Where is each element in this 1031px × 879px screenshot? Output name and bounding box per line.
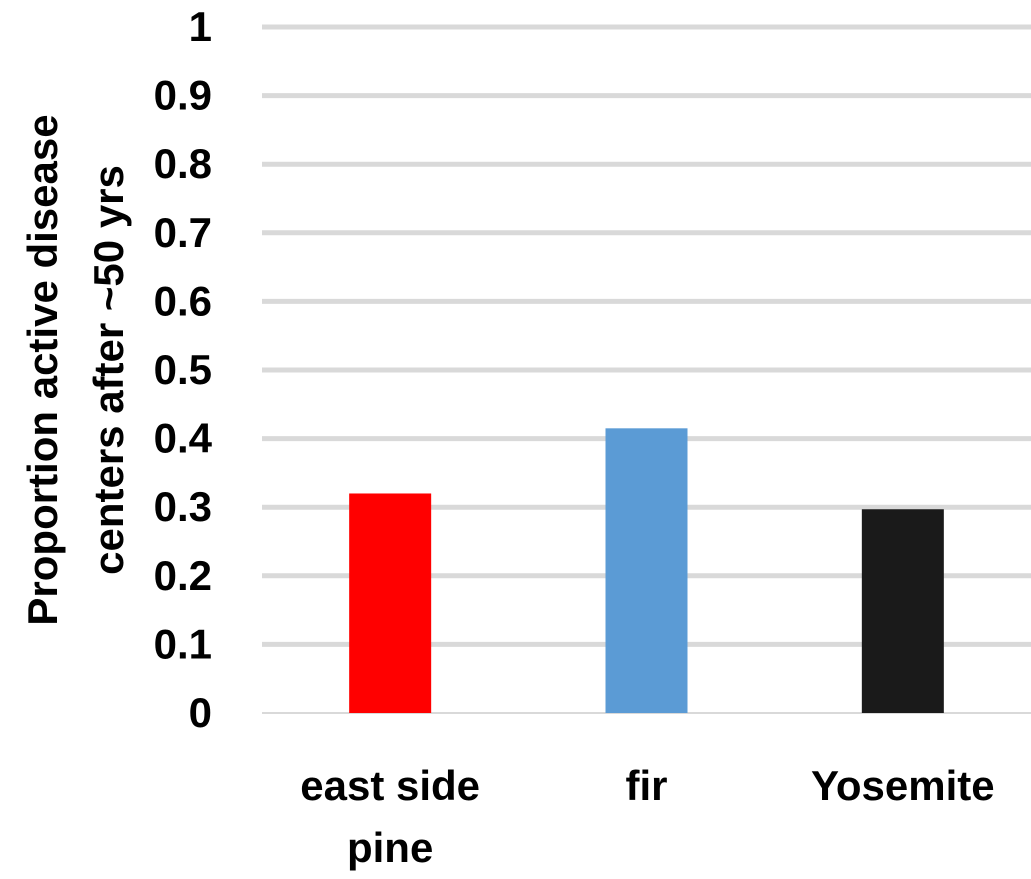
y-axis-title-line: centers after ~50 yrs [85, 165, 132, 575]
y-tick-label: 0 [189, 689, 212, 736]
y-axis-title: Proportion active disease centers after ~… [19, 114, 132, 625]
bars [349, 428, 944, 713]
x-tick-labels: east side pine fir Yosemite [300, 762, 994, 871]
y-tick-label: 1 [189, 3, 212, 50]
x-tick-label: pine [347, 824, 433, 871]
x-tick-label: Yosemite [811, 762, 995, 809]
y-tick-label: 0.8 [154, 140, 212, 187]
y-tick-label: 0.2 [154, 552, 212, 599]
y-tick-label: 0.5 [154, 346, 212, 393]
y-tick-label: 0.1 [154, 620, 212, 667]
x-tick-label: east side [300, 762, 480, 809]
y-tick-label: 0.9 [154, 72, 212, 119]
bar [605, 428, 688, 713]
y-tick-label: 0.7 [154, 209, 212, 256]
y-axis-title-group: Proportion active disease centers after ~… [19, 114, 132, 625]
bar [349, 493, 432, 713]
y-tick-label: 0.3 [154, 483, 212, 530]
y-tick-labels: 0 0.1 0.2 0.3 0.4 0.5 0.6 0.7 0.8 0.9 1 [154, 3, 213, 736]
x-tick-label: fir [626, 762, 668, 809]
y-tick-label: 0.4 [154, 415, 213, 462]
y-tick-label: 0.6 [154, 277, 212, 324]
bar [861, 509, 944, 713]
y-axis-title-line: Proportion active disease [19, 114, 66, 625]
